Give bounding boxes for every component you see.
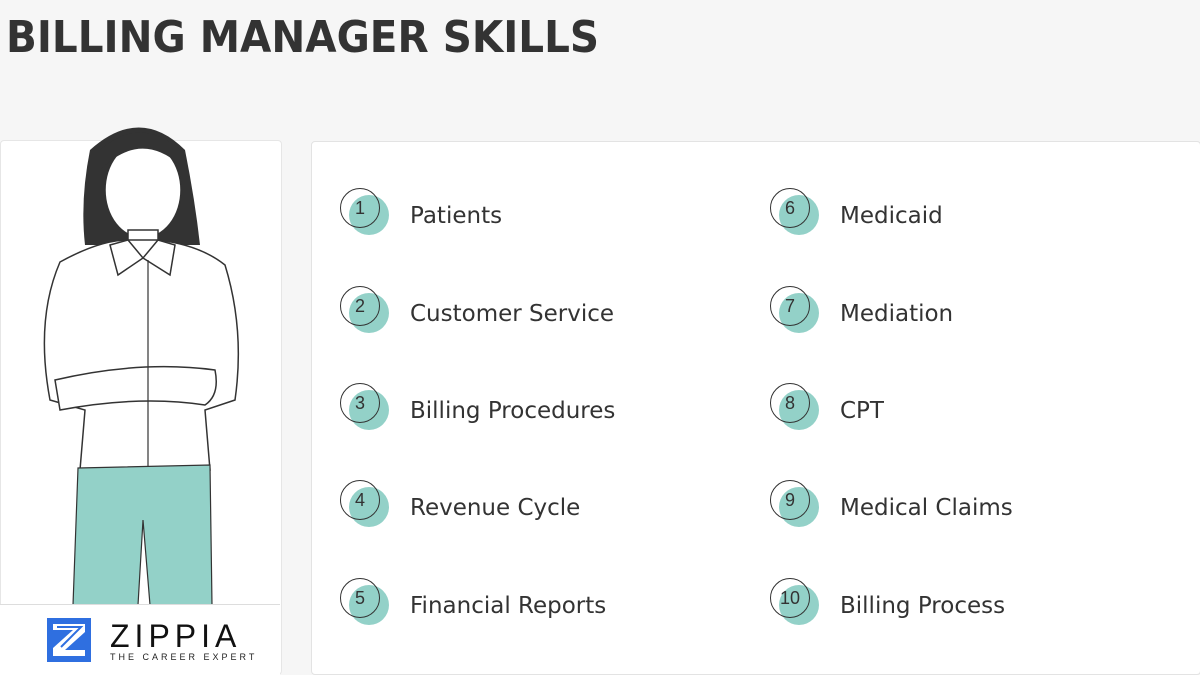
number-badge: 1 bbox=[340, 188, 390, 238]
skill-item: 3 Billing Procedures bbox=[340, 383, 615, 433]
skill-item: 9 Medical Claims bbox=[770, 480, 1013, 530]
skill-item: 5 Financial Reports bbox=[340, 578, 606, 628]
skill-label: Financial Reports bbox=[410, 593, 607, 619]
skill-label: Revenue Cycle bbox=[410, 495, 581, 521]
skill-number: 2 bbox=[340, 286, 380, 326]
page-title: BILLING MANAGER SKILLS bbox=[6, 12, 600, 63]
skill-item: 8 CPT bbox=[770, 383, 884, 433]
logo-tagline: THE CAREER EXPERT bbox=[110, 652, 258, 662]
skill-item: 2 Customer Service bbox=[340, 286, 614, 336]
skill-number: 7 bbox=[770, 286, 810, 326]
skill-number: 3 bbox=[340, 383, 380, 423]
skill-number: 10 bbox=[770, 578, 810, 618]
number-badge: 10 bbox=[770, 578, 820, 628]
number-badge: 3 bbox=[340, 383, 390, 433]
skill-label: Mediation bbox=[840, 301, 954, 327]
skill-item: 10 Billing Process bbox=[770, 578, 1005, 628]
skill-item: 4 Revenue Cycle bbox=[340, 480, 580, 530]
zippia-logo bbox=[0, 604, 280, 675]
logo-name: ZIPPIA bbox=[110, 618, 242, 654]
number-badge: 5 bbox=[340, 578, 390, 628]
skill-label: Medicaid bbox=[840, 203, 943, 229]
number-badge: 4 bbox=[340, 480, 390, 530]
skill-number: 4 bbox=[340, 480, 380, 520]
skill-number: 5 bbox=[340, 578, 380, 618]
number-badge: 8 bbox=[770, 383, 820, 433]
number-badge: 6 bbox=[770, 188, 820, 238]
skill-label: Customer Service bbox=[410, 301, 615, 327]
skill-number: 9 bbox=[770, 480, 810, 520]
person-illustration bbox=[43, 127, 240, 605]
skill-item: 6 Medicaid bbox=[770, 188, 943, 238]
skill-label: CPT bbox=[840, 398, 884, 424]
skill-label: Patients bbox=[410, 203, 503, 229]
skill-item: 7 Mediation bbox=[770, 286, 953, 336]
number-badge: 2 bbox=[340, 286, 390, 336]
skill-label: Billing Procedures bbox=[410, 398, 616, 424]
skill-item: 1 Patients bbox=[340, 188, 502, 238]
number-badge: 7 bbox=[770, 286, 820, 336]
skill-number: 1 bbox=[340, 188, 380, 228]
skill-number: 8 bbox=[770, 383, 810, 423]
zippia-logo-icon bbox=[47, 618, 91, 662]
number-badge: 9 bbox=[770, 480, 820, 530]
skill-label: Billing Process bbox=[840, 593, 1006, 619]
skills-card bbox=[311, 141, 1200, 675]
skill-label: Medical Claims bbox=[840, 495, 1013, 521]
skill-number: 6 bbox=[770, 188, 810, 228]
